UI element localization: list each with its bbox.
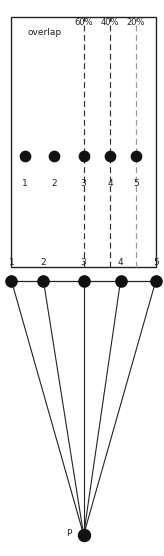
Text: 4: 4 [107,179,113,188]
Text: 2: 2 [41,258,46,267]
Text: 1: 1 [22,179,28,188]
Text: 3: 3 [81,258,87,267]
Text: 5: 5 [153,258,159,267]
Text: P: P [66,529,72,538]
Text: 3: 3 [81,179,87,188]
Point [23,151,26,160]
Point [135,151,137,160]
Point [154,276,157,285]
Point [10,276,13,285]
Text: 2: 2 [51,179,57,188]
Point [53,151,55,160]
Text: 4: 4 [118,258,123,267]
Text: 60%: 60% [74,18,93,27]
Text: overlap: overlap [27,28,61,37]
Text: 40%: 40% [101,18,119,27]
Point [109,151,111,160]
Point [119,276,122,285]
Point [82,151,85,160]
Text: 20%: 20% [127,18,145,27]
Text: 5: 5 [133,179,139,188]
Bar [11,17,156,267]
Point [82,276,85,285]
Point [42,276,45,285]
Point [82,530,85,539]
Text: 1: 1 [9,258,14,267]
